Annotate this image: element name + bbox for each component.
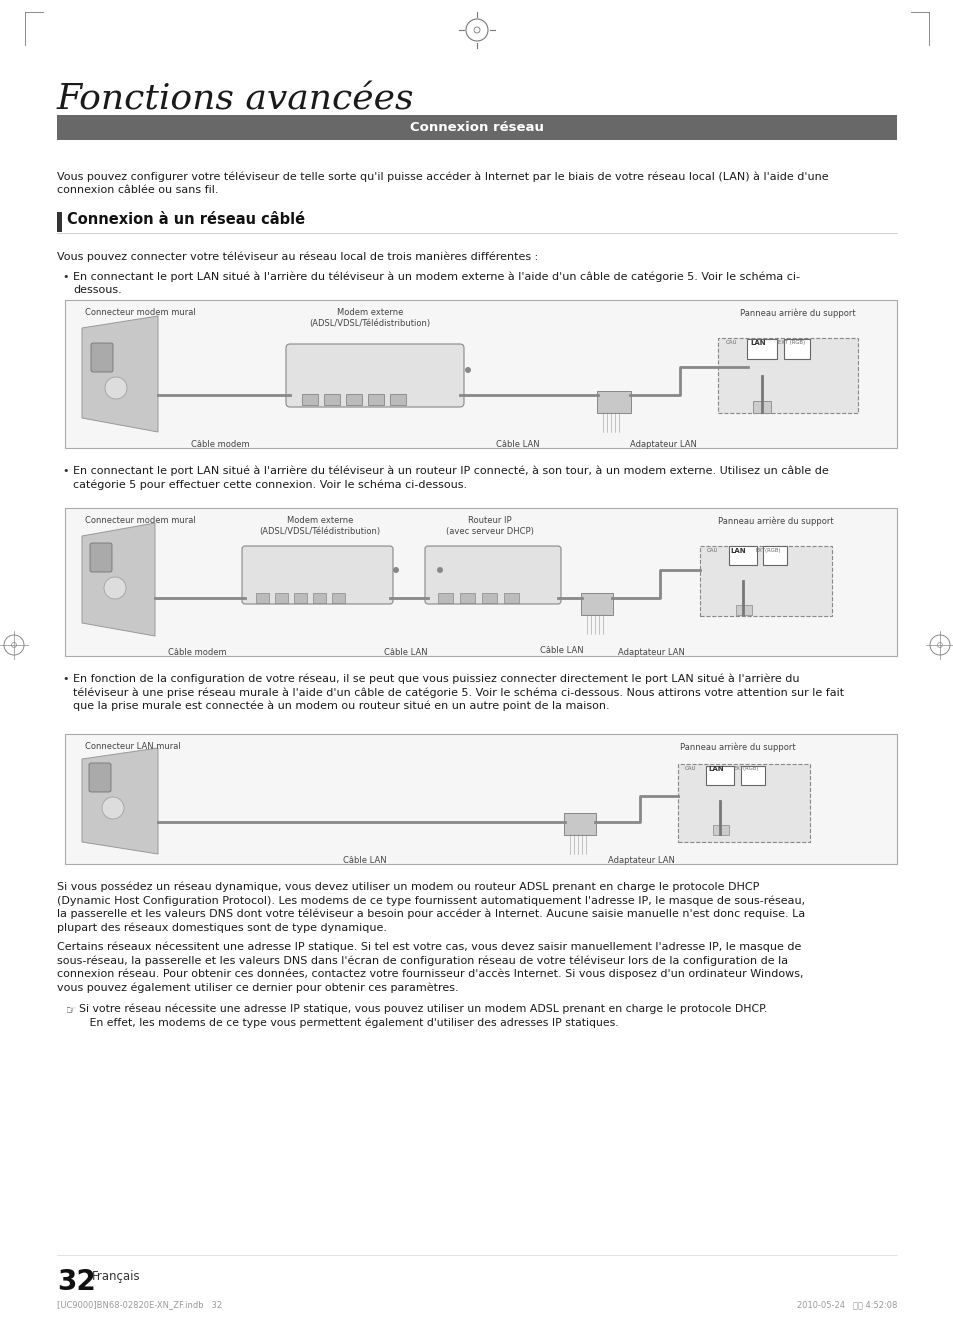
FancyBboxPatch shape — [712, 826, 728, 835]
Text: 2010-05-24   오후 4:52:08: 2010-05-24 오후 4:52:08 — [796, 1300, 896, 1309]
FancyBboxPatch shape — [302, 394, 317, 406]
Text: ☞: ☞ — [66, 1004, 76, 1017]
Text: En connectant le port LAN situé à l'arrière du téléviseur à un modem externe à l: En connectant le port LAN situé à l'arri… — [73, 272, 800, 283]
Text: •: • — [62, 272, 69, 281]
Text: Connecteur LAN mural: Connecteur LAN mural — [85, 742, 180, 752]
FancyBboxPatch shape — [678, 764, 809, 841]
Text: Modem externe
(ADSL/VDSL/Télédistribution): Modem externe (ADSL/VDSL/Télédistributio… — [309, 308, 430, 328]
Circle shape — [105, 376, 127, 399]
Text: Panneau arrière du support: Panneau arrière du support — [718, 517, 833, 526]
Text: EXT(RGB): EXT(RGB) — [733, 766, 759, 771]
Text: Câble modem: Câble modem — [168, 649, 226, 657]
Text: En fonction de la configuration de votre réseau, il se peut que vous puissiez co: En fonction de la configuration de votre… — [73, 674, 843, 712]
Text: Connecteur modem mural: Connecteur modem mural — [85, 308, 195, 317]
Text: Câble LAN: Câble LAN — [496, 440, 539, 449]
Text: Certains réseaux nécessitent une adresse IP statique. Si tel est votre cas, vous: Certains réseaux nécessitent une adresse… — [57, 942, 802, 993]
Text: Si votre réseau nécessite une adresse IP statique, vous pouvez utiliser un modem: Si votre réseau nécessite une adresse IP… — [79, 1004, 766, 1028]
FancyBboxPatch shape — [740, 766, 764, 785]
Text: CAU: CAU — [725, 339, 737, 345]
Circle shape — [436, 567, 442, 573]
Text: LAN: LAN — [749, 339, 765, 346]
FancyBboxPatch shape — [746, 339, 776, 359]
Text: Panneau arrière du support: Panneau arrière du support — [740, 308, 855, 317]
Text: Adaptateur LAN: Adaptateur LAN — [629, 440, 696, 449]
Text: Adaptateur LAN: Adaptateur LAN — [618, 649, 684, 657]
FancyBboxPatch shape — [324, 394, 339, 406]
Circle shape — [464, 367, 471, 373]
Text: Vous pouvez connecter votre téléviseur au réseau local de trois manières différe: Vous pouvez connecter votre téléviseur a… — [57, 252, 537, 263]
FancyBboxPatch shape — [437, 593, 453, 602]
Text: •: • — [62, 466, 69, 476]
FancyBboxPatch shape — [313, 593, 326, 602]
FancyBboxPatch shape — [242, 546, 393, 604]
FancyBboxPatch shape — [597, 391, 630, 413]
FancyBboxPatch shape — [752, 402, 770, 413]
FancyBboxPatch shape — [286, 343, 463, 407]
FancyBboxPatch shape — [57, 211, 62, 232]
FancyBboxPatch shape — [57, 115, 896, 140]
Text: Modem externe
(ADSL/VDSL/Télédistribution): Modem externe (ADSL/VDSL/Télédistributio… — [259, 517, 380, 536]
Text: Français: Français — [91, 1269, 140, 1283]
Text: LAN: LAN — [707, 766, 723, 771]
Text: Câble LAN: Câble LAN — [343, 856, 386, 865]
Text: En connectant le port LAN situé à l'arrière du téléviseur à un routeur IP connec: En connectant le port LAN situé à l'arri… — [73, 466, 828, 490]
FancyBboxPatch shape — [294, 593, 307, 602]
Circle shape — [104, 577, 126, 598]
Text: Câble LAN: Câble LAN — [539, 646, 583, 655]
Text: 32: 32 — [57, 1268, 95, 1296]
FancyBboxPatch shape — [563, 812, 596, 835]
Polygon shape — [82, 748, 158, 853]
FancyBboxPatch shape — [346, 394, 361, 406]
FancyBboxPatch shape — [580, 593, 613, 616]
FancyBboxPatch shape — [65, 300, 896, 448]
FancyBboxPatch shape — [91, 343, 112, 373]
Text: Connecteur modem mural: Connecteur modem mural — [85, 517, 195, 524]
FancyBboxPatch shape — [718, 338, 857, 413]
Text: CAU: CAU — [706, 548, 718, 553]
Text: [UC9000]BN68-02820E-XN_ZF.indb   32: [UC9000]BN68-02820E-XN_ZF.indb 32 — [57, 1300, 222, 1309]
FancyBboxPatch shape — [89, 764, 111, 793]
Text: dessous.: dessous. — [73, 285, 122, 295]
Text: Adaptateur LAN: Adaptateur LAN — [607, 856, 674, 865]
Text: Câble LAN: Câble LAN — [384, 649, 427, 657]
Text: Panneau arrière du support: Panneau arrière du support — [679, 742, 795, 752]
FancyBboxPatch shape — [503, 593, 518, 602]
Circle shape — [393, 567, 398, 573]
Text: Routeur IP
(avec serveur DHCP): Routeur IP (avec serveur DHCP) — [446, 517, 534, 536]
Polygon shape — [82, 523, 154, 635]
FancyBboxPatch shape — [481, 593, 497, 602]
FancyBboxPatch shape — [783, 339, 809, 359]
Text: Câble modem: Câble modem — [191, 440, 249, 449]
Text: Vous pouvez configurer votre téléviseur de telle sorte qu'il puisse accéder à In: Vous pouvez configurer votre téléviseur … — [57, 172, 828, 196]
Text: CAU: CAU — [684, 766, 696, 771]
Text: LAN: LAN — [729, 548, 745, 553]
FancyBboxPatch shape — [700, 546, 831, 616]
FancyBboxPatch shape — [90, 543, 112, 572]
FancyBboxPatch shape — [65, 734, 896, 864]
FancyBboxPatch shape — [65, 509, 896, 657]
FancyBboxPatch shape — [735, 605, 751, 616]
FancyBboxPatch shape — [762, 546, 786, 565]
Text: Fonctions avancées: Fonctions avancées — [57, 82, 414, 116]
FancyBboxPatch shape — [274, 593, 288, 602]
Text: •: • — [62, 674, 69, 684]
FancyBboxPatch shape — [255, 593, 269, 602]
Circle shape — [102, 797, 124, 819]
Text: EXT(RGB): EXT(RGB) — [755, 548, 781, 553]
FancyBboxPatch shape — [390, 394, 406, 406]
Text: Connexion réseau: Connexion réseau — [410, 122, 543, 133]
FancyBboxPatch shape — [459, 593, 475, 602]
FancyBboxPatch shape — [424, 546, 560, 604]
FancyBboxPatch shape — [728, 546, 757, 565]
Text: Connexion à un réseau câblé: Connexion à un réseau câblé — [67, 211, 305, 227]
Text: EXT (RGB): EXT (RGB) — [778, 339, 804, 345]
Text: Si vous possédez un réseau dynamique, vous devez utiliser un modem ou routeur AD: Si vous possédez un réseau dynamique, vo… — [57, 882, 804, 933]
FancyBboxPatch shape — [368, 394, 384, 406]
Polygon shape — [82, 316, 158, 432]
FancyBboxPatch shape — [705, 766, 733, 785]
FancyBboxPatch shape — [332, 593, 345, 602]
